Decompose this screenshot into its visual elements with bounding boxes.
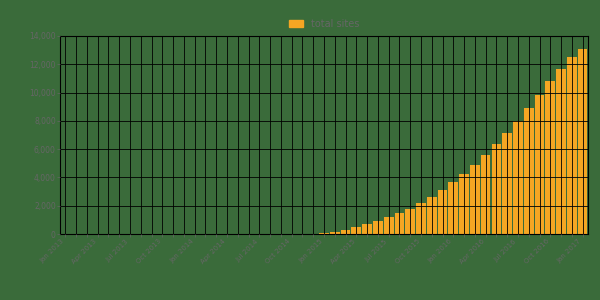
Bar [437, 190, 448, 234]
Bar [502, 133, 512, 234]
Bar [330, 232, 340, 234]
Bar [481, 155, 490, 234]
Bar [556, 68, 566, 234]
Legend: total sites: total sites [285, 15, 363, 33]
Bar [319, 233, 329, 234]
Bar [535, 95, 544, 234]
Bar [416, 203, 426, 234]
Bar [524, 108, 533, 234]
Bar [384, 217, 394, 234]
Bar [373, 220, 383, 234]
Bar [448, 182, 458, 234]
Bar [567, 57, 577, 234]
Bar [470, 165, 480, 234]
Bar [406, 208, 415, 234]
Bar [459, 174, 469, 234]
Bar [491, 144, 501, 234]
Bar [362, 224, 372, 234]
Bar [341, 230, 350, 234]
Bar [513, 121, 523, 234]
Bar [352, 227, 361, 234]
Bar [545, 80, 555, 234]
Bar [427, 197, 437, 234]
Bar [578, 49, 587, 234]
Bar [395, 213, 404, 234]
